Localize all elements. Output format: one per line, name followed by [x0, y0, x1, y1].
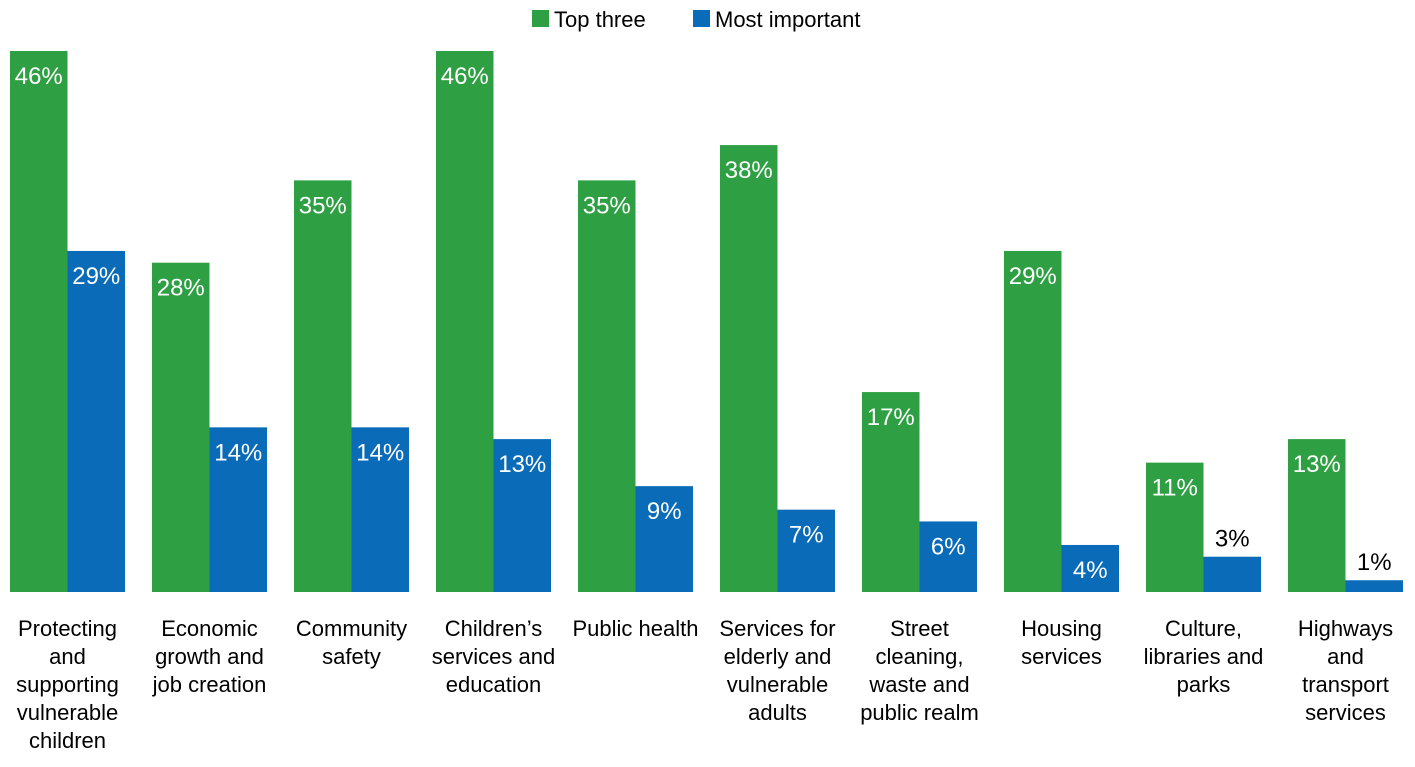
- category-label-3-line-2: education: [446, 672, 541, 697]
- bar-top-three-3: [436, 51, 494, 592]
- category-label-5-line-2: vulnerable: [727, 672, 829, 697]
- data-label-most-important-1: 14%: [214, 439, 262, 466]
- bar-most-important-1: [209, 427, 267, 592]
- bar-most-important-6: [919, 521, 977, 592]
- data-labels-group: 46% 29% 28% 14% 35% 14% 46% 13% 35% 9% 38% 7% 17% 6% 2…: [15, 63, 1392, 584]
- bar-top-three-5: [720, 145, 778, 592]
- category-label-0-line-1: and: [49, 644, 86, 669]
- category-label-7-line-0: Housing: [1021, 616, 1102, 641]
- bar-top-three-4: [578, 180, 636, 592]
- bars-group: [10, 51, 1403, 592]
- category-label-7-line-1: services: [1021, 644, 1102, 669]
- legend-label-top-three: Top three: [554, 7, 646, 32]
- category-label-8-line-0: Culture,: [1165, 616, 1242, 641]
- legend-swatch-most-important: [693, 10, 710, 27]
- data-label-top-three-0: 46%: [15, 63, 63, 90]
- bar-most-important-7: [1061, 544, 1119, 592]
- bar-most-important-4: [635, 486, 693, 592]
- category-label-4-line-0: Public health: [573, 616, 699, 641]
- category-label-2-line-1: safety: [322, 644, 381, 669]
- category-label-6-line-3: public realm: [860, 700, 979, 725]
- chart-legend: Top three Most important: [532, 7, 861, 32]
- category-label-0-line-2: supporting: [16, 672, 119, 697]
- data-label-most-important-6: 6%: [931, 533, 966, 560]
- category-label-9-line-1: and: [1327, 644, 1364, 669]
- legend-swatch-top-three: [532, 10, 549, 27]
- category-label-8-line-2: parks: [1177, 672, 1231, 697]
- category-label-0-line-4: children: [29, 728, 106, 753]
- data-label-most-important-3: 13%: [498, 451, 546, 478]
- category-label-5-line-0: Services for: [719, 616, 835, 641]
- data-label-most-important-9: 1%: [1357, 549, 1392, 576]
- category-label-0-line-3: vulnerable: [17, 700, 119, 725]
- data-label-top-three-4: 35%: [583, 192, 631, 219]
- category-label-3-line-1: services and: [432, 644, 556, 669]
- bar-top-three-2: [294, 180, 352, 592]
- data-label-top-three-2: 35%: [299, 192, 347, 219]
- bar-top-three-0: [10, 51, 68, 592]
- category-label-5-line-1: elderly and: [724, 644, 832, 669]
- data-label-top-three-1: 28%: [157, 275, 205, 302]
- category-label-9-line-0: Highways: [1298, 616, 1393, 641]
- category-label-8-line-1: libraries and: [1144, 644, 1264, 669]
- bar-most-important-8: [1203, 556, 1261, 592]
- data-label-top-three-8: 11%: [1152, 475, 1198, 502]
- category-label-9-line-3: services: [1305, 700, 1386, 725]
- data-label-top-three-6: 17%: [867, 404, 915, 431]
- category-label-5-line-3: adults: [748, 700, 807, 725]
- bar-top-three-6: [862, 392, 920, 592]
- data-label-most-important-5: 7%: [789, 522, 824, 549]
- category-label-1-line-0: Economic: [161, 616, 258, 641]
- legend-label-most-important: Most important: [715, 7, 861, 32]
- category-label-6-line-0: Street: [890, 616, 949, 641]
- category-labels-group: Protecting and supporting vulnerable childre…: [16, 616, 1393, 753]
- bar-most-important-3: [493, 439, 551, 592]
- data-label-most-important-7: 4%: [1073, 557, 1108, 584]
- data-label-most-important-8: 3%: [1215, 526, 1250, 553]
- category-label-0-line-0: Protecting: [18, 616, 117, 641]
- data-label-top-three-3: 46%: [441, 63, 489, 90]
- category-label-6-line-2: waste and: [868, 672, 969, 697]
- bar-most-important-9: [1345, 580, 1403, 592]
- category-label-1-line-1: growth and: [155, 644, 264, 669]
- category-label-6-line-1: cleaning,: [875, 644, 963, 669]
- bar-most-important-0: [67, 250, 125, 592]
- data-label-most-important-2: 14%: [356, 439, 404, 466]
- data-label-most-important-4: 9%: [647, 498, 682, 525]
- category-label-9-line-2: transport: [1302, 672, 1389, 697]
- bar-top-three-7: [1004, 250, 1062, 592]
- bar-top-three-1: [152, 262, 210, 592]
- data-label-most-important-0: 29%: [72, 263, 120, 290]
- category-label-1-line-2: job creation: [152, 672, 267, 697]
- category-label-3-line-0: Children’s: [445, 616, 542, 641]
- data-label-top-three-7: 29%: [1009, 263, 1057, 290]
- bar-most-important-2: [351, 427, 409, 592]
- category-label-2-line-0: Community: [296, 616, 407, 641]
- bar-top-three-8: [1146, 462, 1204, 592]
- bar-top-three-9: [1288, 439, 1346, 592]
- bar-most-important-5: [777, 509, 835, 592]
- data-label-top-three-9: 13%: [1293, 451, 1341, 478]
- data-label-top-three-5: 38%: [725, 157, 773, 184]
